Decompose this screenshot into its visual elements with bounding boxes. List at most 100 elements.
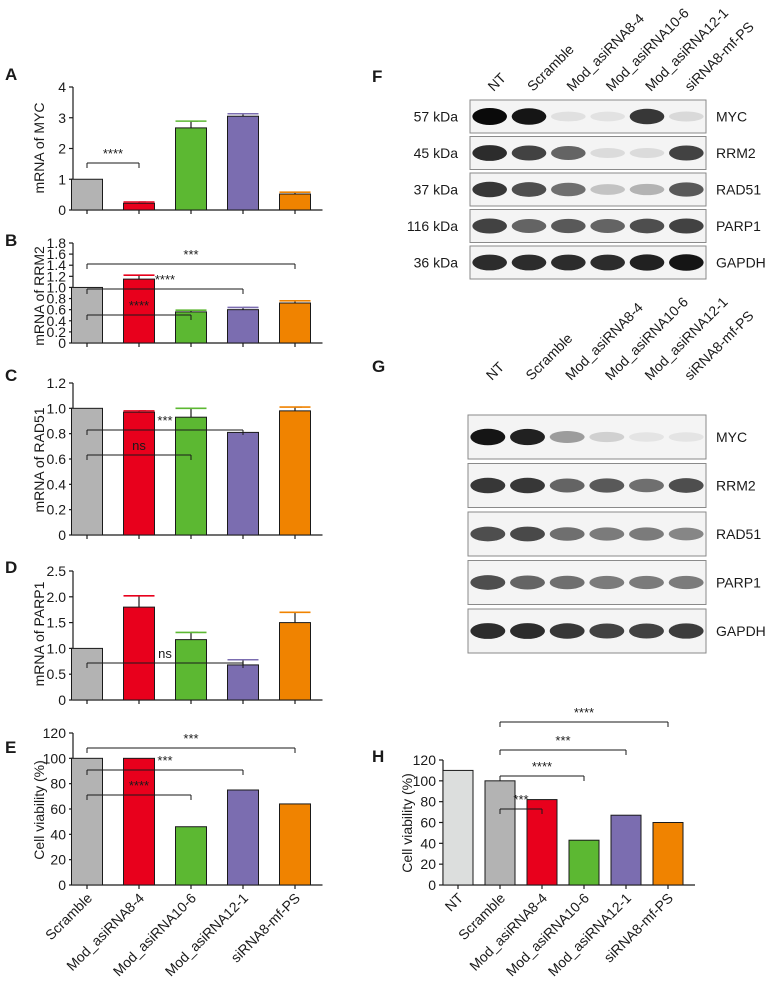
band bbox=[629, 432, 664, 442]
y-tick-label: 40 bbox=[420, 835, 436, 851]
significance-label: **** bbox=[129, 778, 149, 793]
band bbox=[629, 623, 664, 639]
band bbox=[669, 145, 704, 161]
protein-label: RRM2 bbox=[716, 145, 756, 161]
band bbox=[549, 478, 585, 493]
y-tick-label: 1.0 bbox=[47, 640, 67, 656]
band bbox=[470, 428, 506, 446]
y-tick-label: 0 bbox=[58, 335, 66, 351]
blot-strip-parp1 bbox=[467, 560, 707, 605]
band bbox=[589, 478, 625, 493]
panel-a: A 0 1 2 3 4 mRNA of MYC **** bbox=[5, 65, 323, 218]
panel-g: G NT ScrambleMod_asiRNA8-4Mod_asiRNA10-6Mo… bbox=[372, 294, 766, 654]
y-tick-label: 1 bbox=[58, 171, 66, 187]
y-tick-label: 1.5 bbox=[47, 615, 67, 631]
band bbox=[629, 148, 665, 158]
blot-strip-gapdh bbox=[469, 245, 707, 280]
protein-label: RAD51 bbox=[716, 182, 761, 198]
y-tick-label: 0 bbox=[58, 202, 66, 218]
bar-scramble bbox=[484, 780, 516, 886]
blot-strip-rad51 bbox=[469, 172, 707, 207]
significance-label: *** bbox=[183, 247, 198, 262]
blot-strip-rrm2 bbox=[469, 136, 707, 170]
bar-mod_asirna12-1 bbox=[227, 431, 259, 536]
y-tick-label: 120 bbox=[43, 725, 67, 741]
bar-mod_asirna10-6 bbox=[175, 826, 207, 886]
band bbox=[511, 182, 547, 197]
y-tick-label: 40 bbox=[50, 826, 66, 842]
protein-label: MYC bbox=[716, 429, 747, 445]
protein-label: RRM2 bbox=[716, 478, 756, 494]
y-tick-label: 60 bbox=[420, 815, 436, 831]
band bbox=[472, 254, 507, 271]
bar-sirna8-mf-ps bbox=[279, 803, 311, 886]
band bbox=[472, 108, 507, 125]
band bbox=[589, 575, 625, 590]
y-tick-label: 120 bbox=[413, 752, 437, 768]
blot-strip-gapdh bbox=[467, 608, 707, 654]
band bbox=[510, 428, 545, 446]
band bbox=[590, 219, 625, 233]
band bbox=[551, 182, 586, 197]
band bbox=[629, 108, 665, 125]
band bbox=[590, 184, 625, 195]
y-tick-label: 80 bbox=[420, 794, 436, 810]
band bbox=[549, 575, 585, 590]
blot-strip-rrm2 bbox=[467, 463, 707, 508]
bar-sirna8-mf-ps bbox=[652, 822, 684, 886]
panel-letter-d: D bbox=[5, 558, 17, 577]
y-tick-label: 1.8 bbox=[47, 235, 67, 251]
y-tick-label: 0.6 bbox=[47, 451, 67, 467]
molecular-weight-label: 45 kDa bbox=[414, 145, 459, 161]
y-tick-label: 0 bbox=[58, 527, 66, 543]
significance-label: ns bbox=[158, 646, 172, 661]
y-tick-label: 0 bbox=[428, 877, 436, 893]
band bbox=[472, 145, 507, 161]
y-tick-label: 2 bbox=[58, 141, 66, 157]
band bbox=[511, 145, 547, 161]
y-tick-label: 0.5 bbox=[47, 666, 67, 682]
panel-letter-g: G bbox=[372, 357, 385, 376]
y-axis-label: mRNA of PARP1 bbox=[31, 581, 47, 686]
bar-mod_asirna10-6 bbox=[568, 839, 600, 886]
y-tick-label: 4 bbox=[58, 79, 66, 95]
panel-letter-b: B bbox=[5, 231, 17, 250]
band bbox=[669, 218, 704, 234]
panel-letter-c: C bbox=[5, 366, 17, 385]
band bbox=[668, 527, 704, 541]
band bbox=[589, 623, 625, 639]
band bbox=[589, 431, 625, 443]
protein-label: RAD51 bbox=[716, 526, 761, 542]
significance-label: *** bbox=[555, 733, 570, 748]
y-tick-label: 1.2 bbox=[47, 375, 67, 391]
band bbox=[551, 111, 586, 122]
lane-label: siRNA8-mf-PS bbox=[681, 18, 757, 94]
y-tick-label: 1.0 bbox=[47, 400, 67, 416]
band bbox=[668, 623, 704, 639]
y-axis-label: mRNA of RAD51 bbox=[31, 407, 47, 512]
y-tick-label: 20 bbox=[420, 856, 436, 872]
y-tick-label: 3 bbox=[58, 110, 66, 126]
bar-mod_asirna8-4 bbox=[123, 757, 155, 886]
significance-label: **** bbox=[129, 298, 149, 313]
y-tick-label: 2.0 bbox=[47, 589, 67, 605]
bar-mod_asirna8-4 bbox=[123, 202, 155, 211]
band bbox=[629, 254, 665, 271]
band bbox=[472, 181, 507, 198]
band bbox=[629, 218, 665, 234]
y-axis-label: Cell viability (%) bbox=[399, 773, 415, 873]
bar-mod_asirna12-1 bbox=[227, 789, 259, 886]
band bbox=[511, 254, 547, 271]
y-tick-label: 20 bbox=[50, 852, 66, 868]
y-tick-label: 0.8 bbox=[47, 426, 67, 442]
band bbox=[510, 575, 545, 590]
lane-label: NT bbox=[483, 358, 508, 383]
band bbox=[549, 527, 585, 541]
y-tick-label: 2.5 bbox=[47, 563, 67, 579]
western-blot-panels: F NT ScrambleMod_asiRNA8-4Mod_asiRNA10-6Mo… bbox=[372, 5, 766, 654]
bar-mod_asirna12-1 bbox=[227, 664, 259, 701]
lane-label: NT bbox=[484, 69, 509, 94]
protein-label: GAPDH bbox=[716, 623, 766, 639]
band bbox=[629, 183, 665, 196]
